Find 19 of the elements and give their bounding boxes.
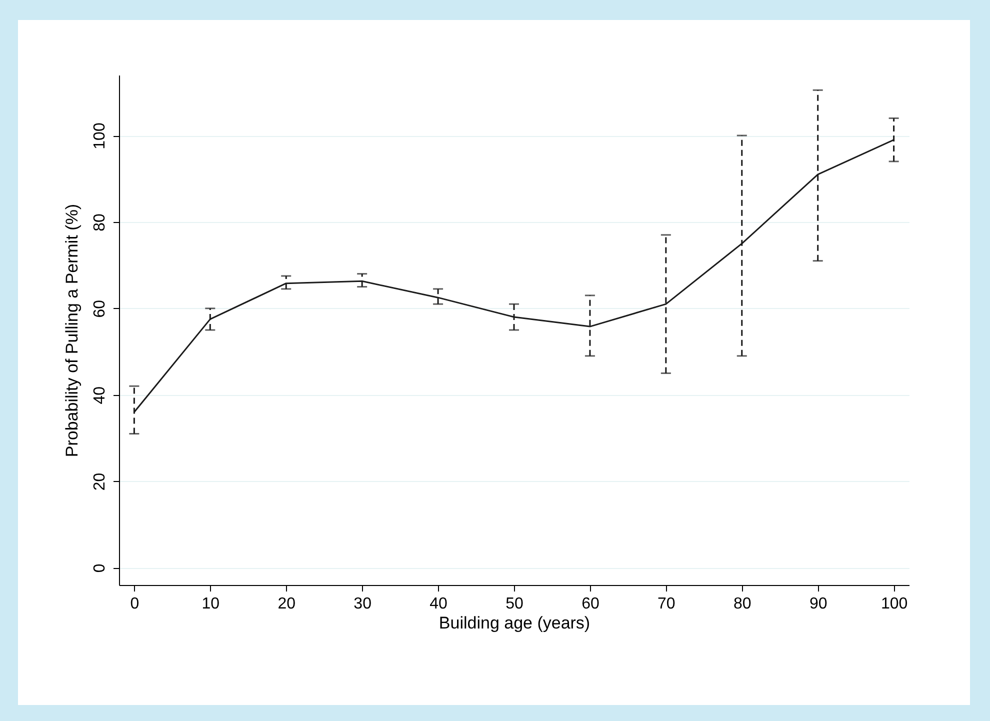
x-tick-label: 30: [354, 596, 372, 612]
y-tick-label: 60: [92, 300, 108, 318]
x-tick-label: 10: [202, 596, 220, 612]
x-tick-label: 50: [506, 596, 524, 612]
x-tick-label: 80: [733, 596, 752, 612]
x-tick-label: 0: [130, 596, 140, 612]
x-tick-label: 90: [809, 596, 828, 612]
x-tick-label: 100: [880, 596, 908, 612]
y-axis-title: Probability of Pulling a Permit (%): [62, 204, 82, 458]
y-tick-label: 0: [92, 564, 108, 573]
x-tick-label: 20: [278, 596, 296, 612]
y-tick-label: 80: [92, 213, 108, 232]
x-tick-label: 60: [582, 596, 600, 612]
y-tick-label: 40: [92, 386, 108, 404]
y-tick-label: 20: [92, 472, 108, 491]
x-axis-title: Building age (years): [438, 614, 590, 632]
x-tick-label: 40: [430, 596, 448, 612]
y-tick-label: 100: [92, 122, 108, 150]
x-tick-label: 70: [658, 596, 676, 612]
